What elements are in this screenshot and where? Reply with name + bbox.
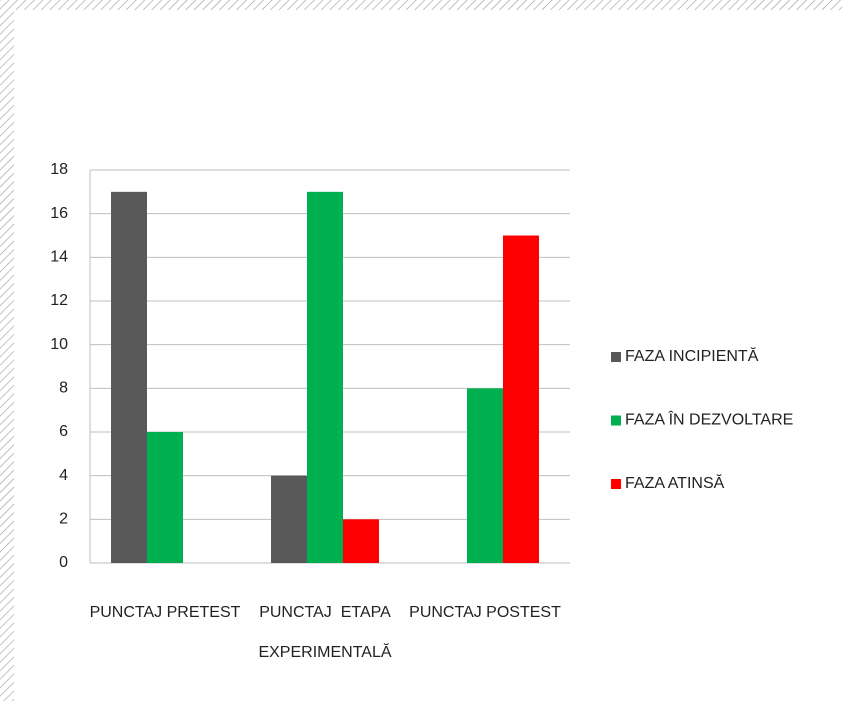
y-tick-label: 10 <box>50 336 68 353</box>
bar <box>503 235 539 563</box>
bar <box>343 519 379 563</box>
bar <box>147 432 183 563</box>
legend-label: FAZA ÎN DEZVOLTARE <box>625 410 793 429</box>
legend-swatch <box>611 415 621 426</box>
bar <box>467 388 503 563</box>
x-tick-label: PUNCTAJ PRETEST <box>89 604 241 621</box>
y-tick-label: 4 <box>59 467 68 484</box>
y-tick-label: 8 <box>59 380 68 397</box>
legend-swatch <box>611 352 621 362</box>
legend-swatch <box>611 479 621 489</box>
y-tick-label: 16 <box>50 205 68 222</box>
legend-label: FAZA ATINSĂ <box>625 473 725 492</box>
bar <box>307 191 343 564</box>
y-tick-label: 2 <box>59 511 68 528</box>
y-tick-label: 0 <box>59 554 68 571</box>
y-tick-label: 18 <box>50 161 68 178</box>
bar <box>271 475 307 563</box>
y-tick-label: 14 <box>50 249 68 266</box>
background <box>14 10 842 701</box>
legend-label: FAZA INCIPIENTĂ <box>625 346 759 365</box>
x-tick-label: PUNCTAJ POSTEST <box>409 604 561 621</box>
y-tick-label: 12 <box>50 292 68 309</box>
bar <box>111 191 147 564</box>
y-tick-label: 6 <box>59 423 68 440</box>
x-tick-label: PUNCTAJ ETAPA EXPERIMENTALĂ <box>258 604 396 661</box>
